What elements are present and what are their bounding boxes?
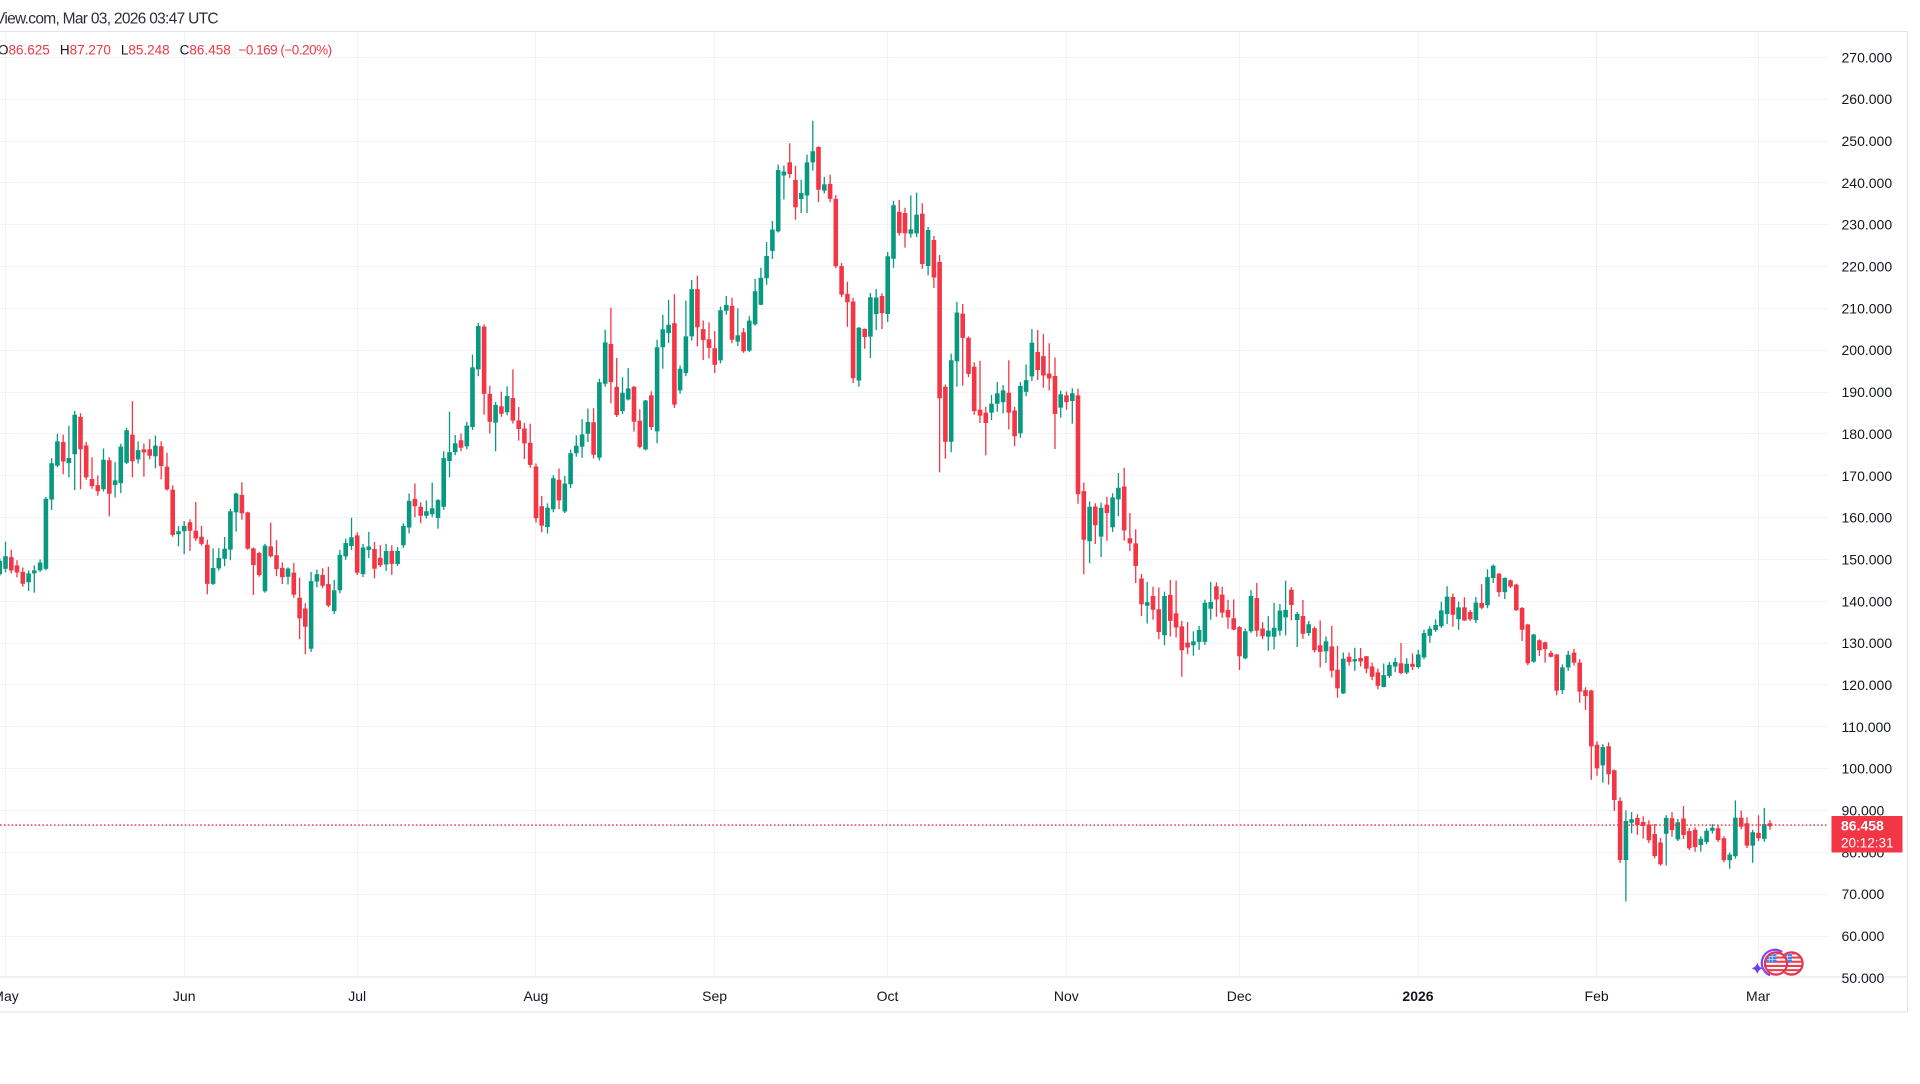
svg-text:60.000: 60.000 [1842,928,1885,944]
svg-text:130.000: 130.000 [1842,635,1893,651]
svg-text:Oct: Oct [877,988,899,1004]
svg-text:20:12:31: 20:12:31 [1841,836,1894,851]
svg-text:170.000: 170.000 [1842,468,1893,484]
svg-text:240.000: 240.000 [1842,175,1893,191]
svg-text:120.000: 120.000 [1842,677,1893,693]
svg-text:Jul: Jul [348,988,366,1004]
svg-text:Nov: Nov [1054,988,1079,1004]
svg-text:190.000: 190.000 [1842,384,1893,400]
svg-text:220.000: 220.000 [1842,259,1893,275]
svg-text:70.000: 70.000 [1842,886,1885,902]
svg-text:2026: 2026 [1402,988,1433,1004]
svg-text:50.000: 50.000 [1842,970,1885,986]
svg-text:Mar: Mar [1746,988,1770,1004]
svg-text:May: May [0,988,19,1004]
svg-text:−0.169 (−0.20%): −0.169 (−0.20%) [239,43,332,58]
svg-text:160.000: 160.000 [1842,510,1893,526]
svg-text:86.458: 86.458 [1841,818,1884,834]
svg-text:180.000: 180.000 [1842,426,1893,442]
svg-text:110.000: 110.000 [1842,719,1892,735]
svg-text:210.000: 210.000 [1842,300,1893,316]
svg-text:250.000: 250.000 [1842,133,1893,149]
svg-text:Dec: Dec [1227,988,1252,1004]
svg-text:Aug: Aug [523,988,548,1004]
svg-text:100.000: 100.000 [1842,761,1893,777]
svg-text:200.000: 200.000 [1842,342,1893,358]
svg-text:90.000: 90.000 [1842,803,1885,819]
svg-text:230.000: 230.000 [1842,217,1893,233]
svg-text:Feb: Feb [1585,988,1609,1004]
svg-text:150.000: 150.000 [1842,551,1893,567]
svg-text:140.000: 140.000 [1842,593,1893,609]
svg-text:270.000: 270.000 [1842,49,1893,65]
svg-text:Sep: Sep [702,988,727,1004]
svg-text:260.000: 260.000 [1842,91,1893,107]
svg-text:View.com, Mar 03, 2026 03:47 U: View.com, Mar 03, 2026 03:47 UTC [0,11,218,28]
svg-text:Jun: Jun [173,988,196,1004]
